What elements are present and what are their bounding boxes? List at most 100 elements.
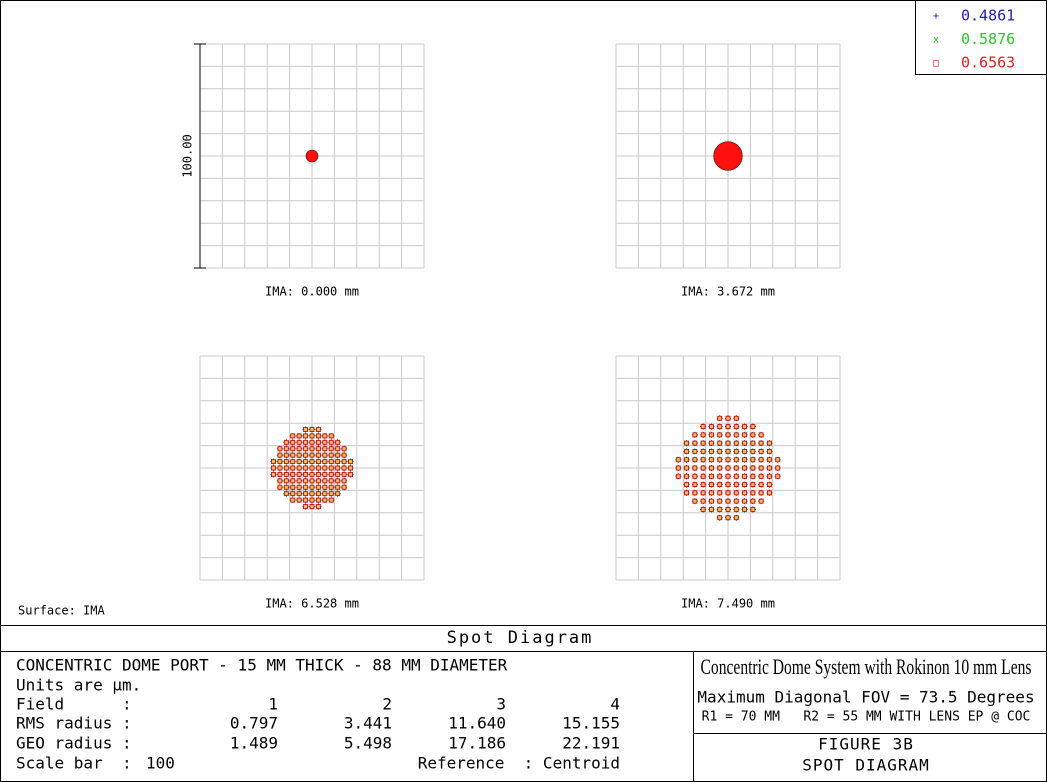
ray-square	[322, 459, 328, 465]
ray-square	[708, 448, 714, 454]
spot	[713, 141, 743, 171]
ray-square	[758, 432, 764, 438]
ray-square	[283, 484, 289, 490]
spot	[270, 426, 354, 510]
ray-square	[322, 497, 328, 503]
ray-square	[775, 465, 781, 471]
ray-square	[309, 446, 315, 452]
ray-square	[700, 424, 706, 430]
ray-square	[684, 465, 690, 471]
ray-square	[742, 465, 748, 471]
ray-square	[700, 457, 706, 463]
ray-square	[742, 432, 748, 438]
ray-square	[296, 478, 302, 484]
ray-square	[733, 473, 739, 479]
ray-square	[328, 471, 334, 477]
legend-label: 0.6563	[961, 54, 1015, 72]
ray-square	[296, 446, 302, 452]
ray-square	[277, 471, 283, 477]
ray-square	[725, 415, 731, 421]
ray-square	[733, 490, 739, 496]
ray-square	[341, 459, 347, 465]
ray-square	[733, 432, 739, 438]
heading: CONCENTRIC DOME PORT - 15 MM THICK - 88 …	[16, 656, 508, 675]
ray-square	[766, 457, 772, 463]
figure-title: SPOT DIAGRAM	[802, 756, 930, 775]
ray-square	[296, 497, 302, 503]
legend-symbol: □	[933, 58, 939, 69]
ray-square	[766, 465, 772, 471]
ray-square	[742, 490, 748, 496]
ray-square	[335, 459, 341, 465]
ray-square	[322, 439, 328, 445]
ray-square	[341, 484, 347, 490]
ray-square	[758, 440, 764, 446]
figure-label: FIGURE 3B	[818, 735, 914, 754]
ray-square	[700, 506, 706, 512]
ray-square	[717, 465, 723, 471]
ray-square	[296, 471, 302, 477]
ray-square	[675, 457, 681, 463]
ray-square	[692, 482, 698, 488]
ray-square	[758, 457, 764, 463]
ray-square	[328, 497, 334, 503]
ray-square	[742, 448, 748, 454]
rms-value: 15.155	[562, 714, 620, 733]
ray-square	[296, 433, 302, 439]
ray-square	[283, 452, 289, 458]
ray-square	[725, 515, 731, 521]
ray-square	[725, 498, 731, 504]
ray-square	[700, 440, 706, 446]
ray-square	[742, 473, 748, 479]
ray-square	[309, 497, 315, 503]
ray-square	[283, 478, 289, 484]
ray-square	[717, 490, 723, 496]
ray-square	[750, 465, 756, 471]
ray-square	[725, 482, 731, 488]
ray-square	[725, 506, 731, 512]
ray-square	[725, 432, 731, 438]
ray-square	[277, 459, 283, 465]
ray-square	[303, 439, 309, 445]
ray-square	[717, 506, 723, 512]
ray-square	[303, 427, 309, 432]
ray-square	[315, 491, 321, 497]
ray-square	[708, 506, 714, 512]
ray-square	[733, 424, 739, 430]
ray-square	[290, 433, 296, 439]
ray-square	[290, 491, 296, 497]
ray-square	[290, 452, 296, 458]
ray-square	[733, 482, 739, 488]
ray-square	[309, 427, 315, 432]
ray-square	[684, 473, 690, 479]
geo-value: 5.498	[344, 734, 392, 753]
ray-square	[328, 478, 334, 484]
ray-square	[328, 491, 334, 497]
geo-value: 17.186	[448, 734, 506, 753]
ray-square	[303, 497, 309, 503]
ray-square	[322, 465, 328, 471]
ray-square	[758, 448, 764, 454]
ray-square	[303, 465, 309, 471]
ray-square	[692, 465, 698, 471]
ray-square	[277, 484, 283, 490]
ray-square	[775, 457, 781, 463]
field-label: IMA: 3.672 mm	[681, 285, 775, 299]
ray-square	[692, 432, 698, 438]
ray-square	[717, 498, 723, 504]
ray-square	[271, 465, 276, 471]
ray-square	[758, 482, 764, 488]
ray-square	[684, 440, 690, 446]
ray-square	[348, 459, 353, 465]
ray-square	[700, 498, 706, 504]
legend-symbol: +	[933, 11, 939, 22]
ray-square	[700, 448, 706, 454]
ray-square	[335, 471, 341, 477]
ray-square	[322, 478, 328, 484]
ray-square	[700, 473, 706, 479]
ray-square	[303, 459, 309, 465]
ray-square	[315, 497, 321, 503]
rms-value: 0.797	[230, 714, 278, 733]
ray-square	[684, 448, 690, 454]
ray-square	[309, 478, 315, 484]
